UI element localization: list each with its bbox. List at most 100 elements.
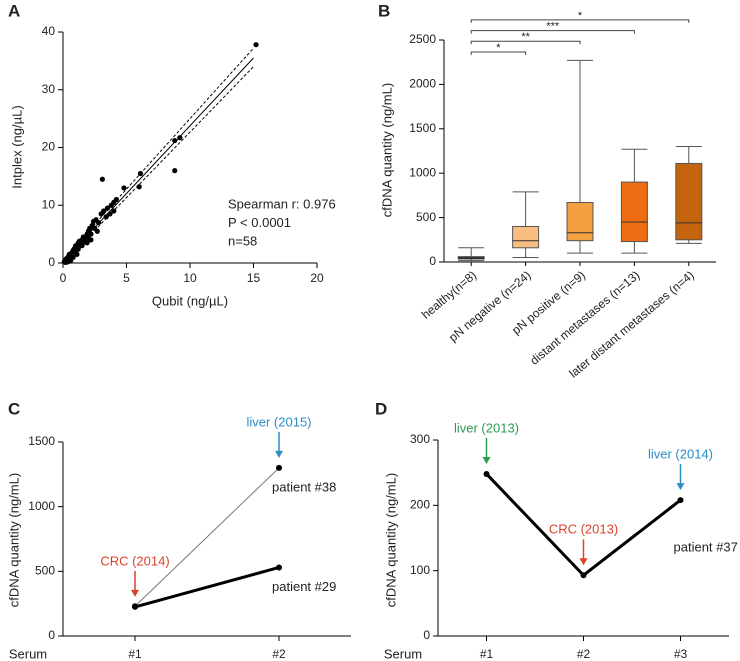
x-tick-label: #2 [272, 647, 286, 661]
annotation-arrowhead [131, 589, 139, 597]
x-tick-label: 0 [60, 271, 67, 285]
line [134, 467, 280, 607]
box [566, 202, 594, 242]
fit-line [62, 57, 254, 262]
significance-bracket [470, 51, 527, 55]
annotation-arrowhead [275, 450, 283, 458]
x-tick-label: distant metastases (n=13) [527, 268, 642, 368]
x-tick-label: 5 [123, 271, 130, 285]
x-tick-label: #3 [674, 647, 688, 661]
annotation: CRC (2013) [549, 522, 618, 537]
point [137, 170, 144, 177]
annotation-arrowhead [579, 558, 588, 566]
y-tick-label: 10 [42, 197, 56, 211]
point [107, 211, 113, 217]
significance-bracket [470, 19, 690, 23]
point [99, 176, 105, 182]
point [580, 572, 587, 579]
point [677, 497, 684, 504]
box [620, 181, 648, 243]
y-tick-label: 20 [42, 140, 56, 154]
point [172, 168, 178, 174]
annotation: n=58 [228, 233, 257, 248]
annotation: Spearman r: 0.976 [228, 196, 336, 211]
y-tick-label: 100 [410, 563, 430, 577]
annotation: CRC (2014) [100, 553, 169, 568]
point [104, 205, 111, 211]
y-axis-label: cfDNA quantity (ng/mL) [6, 473, 21, 607]
series-label: patient #29 [272, 579, 336, 594]
point [276, 564, 282, 571]
point [253, 42, 259, 48]
point [88, 237, 94, 243]
annotation-arrowhead [482, 456, 491, 464]
line [134, 566, 280, 609]
point [88, 231, 94, 237]
point [74, 251, 80, 257]
box [675, 162, 703, 241]
panel-letter: B [378, 1, 390, 20]
series-label: patient #38 [272, 479, 336, 494]
series-label: patient #37 [674, 540, 738, 555]
y-axis-label: cfDNA quantity (ng/mL) [383, 473, 398, 607]
point [483, 470, 490, 477]
y-tick-label: 2500 [409, 32, 436, 46]
x-tick-label: 20 [310, 271, 324, 285]
y-axis-label: Intplex (ng/µL) [9, 105, 24, 188]
y-tick-label: 0 [48, 255, 55, 269]
y-tick-label: 1000 [28, 499, 55, 513]
x-tick-label: #1 [480, 647, 494, 661]
y-tick-label: 1500 [28, 434, 55, 448]
point [84, 240, 90, 246]
panel-letter: A [8, 1, 20, 20]
point [276, 464, 282, 471]
significance-label: * [578, 10, 583, 22]
x-axis-label: Qubit (ng/µL) [152, 293, 228, 308]
point [75, 246, 81, 252]
y-tick-label: 500 [35, 564, 55, 578]
x-tick-label: #1 [128, 647, 142, 661]
significance-bracket [470, 30, 635, 34]
y-axis-label: cfDNA quantity (ng/mL) [379, 83, 394, 217]
point [172, 137, 178, 144]
y-tick-label: 2000 [409, 77, 436, 91]
y-tick-label: 200 [410, 498, 430, 512]
significance-bracket [470, 40, 581, 45]
point [94, 228, 100, 234]
annotation-arrowhead [676, 483, 685, 491]
box [512, 225, 540, 249]
y-tick-label: 1500 [409, 121, 436, 135]
point [113, 196, 119, 203]
annotation: P < 0.0001 [228, 215, 291, 230]
x-axis-label: Serum [384, 646, 422, 661]
significance-label: *** [546, 21, 560, 33]
y-tick-label: 1000 [409, 165, 436, 179]
y-tick-label: 300 [410, 432, 430, 446]
point [101, 208, 107, 214]
x-tick-label: #2 [577, 647, 591, 661]
point [136, 184, 142, 190]
point [177, 135, 183, 141]
y-tick-label: 30 [42, 82, 56, 96]
point [65, 259, 71, 265]
annotation: liver (2013) [454, 420, 519, 435]
point [103, 214, 109, 220]
x-tick-label: 15 [247, 271, 261, 285]
point [132, 603, 138, 610]
y-tick-label: 0 [423, 628, 430, 642]
fit-line [62, 47, 254, 260]
panel-letter: C [8, 399, 20, 418]
panel-letter: D [375, 399, 387, 418]
point [111, 208, 117, 214]
y-tick-label: 40 [42, 24, 56, 38]
significance-label: * [496, 42, 501, 54]
y-tick-label: 0 [429, 254, 436, 268]
y-tick-label: 500 [416, 210, 436, 224]
point [95, 219, 102, 226]
point [121, 185, 127, 191]
x-axis-label: Serum [9, 646, 47, 661]
significance-label: ** [521, 31, 530, 43]
y-tick-label: 0 [48, 628, 55, 642]
annotation: liver (2014) [648, 447, 713, 462]
